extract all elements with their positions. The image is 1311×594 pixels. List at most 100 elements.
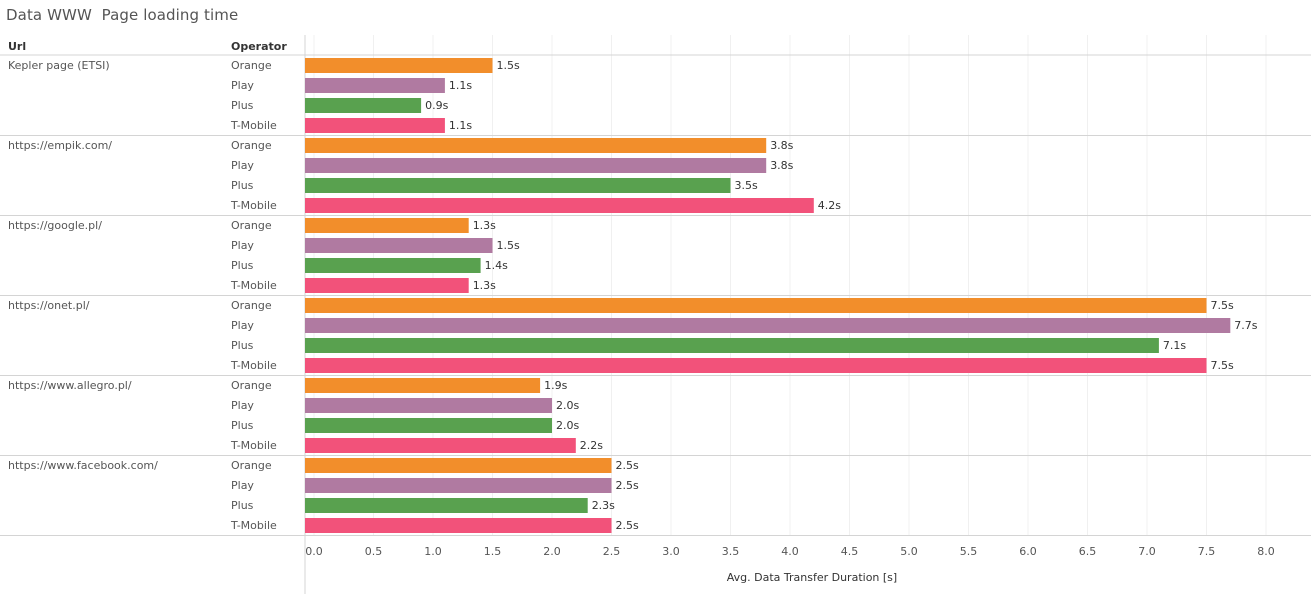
data-label: 7.1s: [1163, 339, 1186, 352]
x-tick-label: 6.0: [1019, 545, 1037, 558]
bar: [305, 218, 469, 233]
data-label: 1.3s: [473, 279, 496, 292]
operator-label: Play: [231, 79, 254, 92]
data-label: 7.5s: [1211, 359, 1234, 372]
column-header-url: Url: [8, 40, 26, 53]
data-label: 2.5s: [616, 479, 639, 492]
bar: [305, 178, 731, 193]
operator-label: Play: [231, 239, 254, 252]
bar: [305, 478, 612, 493]
x-tick-label: 7.5: [1198, 545, 1216, 558]
operator-label: Plus: [231, 339, 254, 352]
operator-label: Plus: [231, 419, 254, 432]
operator-label: Plus: [231, 499, 254, 512]
bar: [305, 58, 493, 73]
bar: [305, 458, 612, 473]
data-label: 4.2s: [818, 199, 841, 212]
bar: [305, 198, 814, 213]
data-label: 1.1s: [449, 79, 472, 92]
bar: [305, 518, 612, 533]
data-label: 2.2s: [580, 439, 603, 452]
bar: [305, 418, 552, 433]
x-tick-label: 1.0: [424, 545, 442, 558]
operator-label: Plus: [231, 179, 254, 192]
operator-label: Orange: [231, 299, 272, 312]
operator-label: T-Mobile: [230, 519, 277, 532]
operator-label: Play: [231, 479, 254, 492]
x-tick-label: 2.0: [543, 545, 561, 558]
bar: [305, 258, 481, 273]
x-tick-label: 6.5: [1079, 545, 1097, 558]
data-label: 2.0s: [556, 419, 579, 432]
operator-label: T-Mobile: [230, 279, 277, 292]
operator-label: Play: [231, 399, 254, 412]
url-label: https://onet.pl/: [8, 299, 90, 312]
bar: [305, 398, 552, 413]
bar: [305, 78, 445, 93]
bar: [305, 338, 1159, 353]
bar: [305, 138, 767, 153]
x-tick-label: 0.0: [305, 545, 323, 558]
operator-label: Orange: [231, 59, 272, 72]
url-label: https://www.facebook.com/: [8, 459, 158, 472]
x-tick-label: 4.0: [781, 545, 799, 558]
operator-label: Play: [231, 319, 254, 332]
bar: [305, 98, 422, 113]
x-axis-title: Avg. Data Transfer Duration [s]: [727, 571, 897, 584]
x-tick-label: 2.5: [603, 545, 621, 558]
data-label: 2.5s: [616, 459, 639, 472]
data-label: 1.5s: [497, 239, 520, 252]
x-tick-label: 3.0: [662, 545, 680, 558]
bar: [305, 318, 1231, 333]
x-tick-label: 4.5: [841, 545, 859, 558]
data-label: 2.0s: [556, 399, 579, 412]
data-label: 1.5s: [497, 59, 520, 72]
operator-label: T-Mobile: [230, 359, 277, 372]
data-label: 1.3s: [473, 219, 496, 232]
x-tick-label: 3.5: [722, 545, 740, 558]
bar: [305, 498, 588, 513]
bar: [305, 298, 1207, 313]
data-label: 3.8s: [770, 139, 793, 152]
x-tick-label: 1.5: [484, 545, 502, 558]
operator-label: Orange: [231, 219, 272, 232]
data-label: 1.9s: [544, 379, 567, 392]
operator-label: Plus: [231, 259, 254, 272]
bar: [305, 238, 493, 253]
data-label: 1.4s: [485, 259, 508, 272]
url-label: https://empik.com/: [8, 139, 112, 152]
data-label: 7.5s: [1211, 299, 1234, 312]
x-tick-label: 8.0: [1257, 545, 1275, 558]
chart-title: Data WWW Page loading time: [6, 6, 239, 24]
operator-label: Plus: [231, 99, 254, 112]
bar: [305, 158, 767, 173]
operator-label: T-Mobile: [230, 439, 277, 452]
url-label: https://www.allegro.pl/: [8, 379, 132, 392]
bar: [305, 438, 576, 453]
data-label: 0.9s: [425, 99, 448, 112]
data-label: 3.5s: [735, 179, 758, 192]
data-label: 7.7s: [1234, 319, 1257, 332]
bar: [305, 278, 469, 293]
data-label: 2.5s: [616, 519, 639, 532]
data-label: 3.8s: [770, 159, 793, 172]
url-label: Kepler page (ETSI): [8, 59, 110, 72]
bar: [305, 358, 1207, 373]
operator-label: T-Mobile: [230, 119, 277, 132]
bar: [305, 378, 541, 393]
operator-label: T-Mobile: [230, 199, 277, 212]
data-label: 1.1s: [449, 119, 472, 132]
operator-label: Orange: [231, 459, 272, 472]
x-tick-label: 0.5: [365, 545, 383, 558]
x-tick-label: 5.0: [900, 545, 918, 558]
url-label: https://google.pl/: [8, 219, 102, 232]
column-header-operator: Operator: [231, 40, 287, 53]
x-tick-label: 7.0: [1138, 545, 1156, 558]
bar: [305, 118, 445, 133]
operator-label: Play: [231, 159, 254, 172]
data-label: 2.3s: [592, 499, 615, 512]
x-tick-label: 5.5: [960, 545, 978, 558]
operator-label: Orange: [231, 379, 272, 392]
operator-label: Orange: [231, 139, 272, 152]
